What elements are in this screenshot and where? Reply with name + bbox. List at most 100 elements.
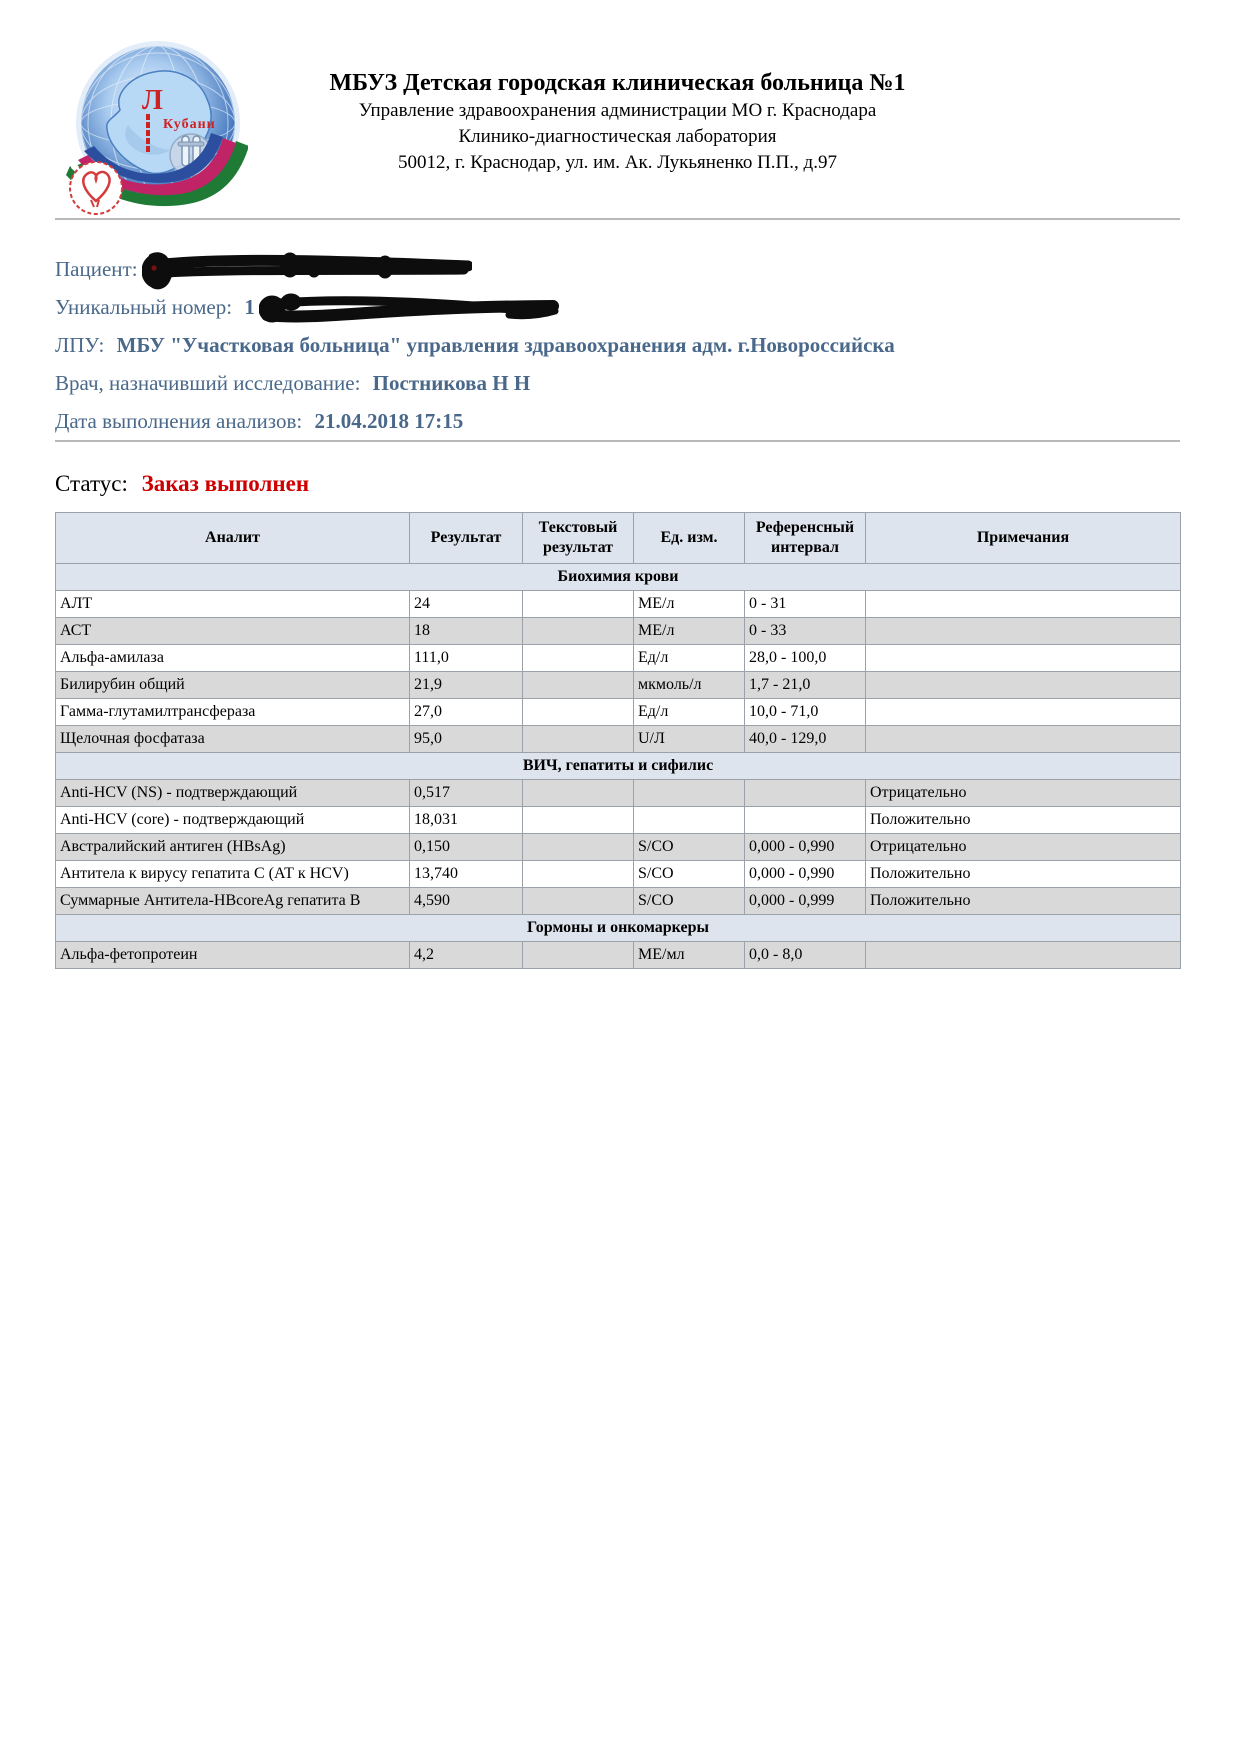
cell-text-result	[522, 725, 634, 753]
unique-number-label: Уникальный номер:	[55, 295, 233, 319]
cell-text-result	[522, 671, 634, 699]
results-table-head: Аналит Результат Текстовый результат Ед.…	[55, 512, 1181, 564]
result-row: Антитела к вирусу гепатита С (АТ к HCV) 1…	[55, 860, 1181, 888]
cell-note: Положительно	[865, 887, 1181, 915]
org-line-2: Управление здравоохранения администрации…	[358, 100, 877, 121]
cell-reference: 0,000 - 0,990	[744, 833, 866, 861]
org-block: МБУЗ Детская городская клиническая больн…	[55, 0, 1180, 176]
result-row: Австралийский антиген (HBsAg) 0,150 S/CO 0,…	[55, 833, 1181, 861]
hospital-logo: Л Кубани	[58, 30, 249, 220]
section-header-row: Гормоны и онкомаркеры	[55, 914, 1181, 942]
cell-text-result	[522, 617, 634, 645]
cell-reference	[744, 779, 866, 807]
section-title: Гормоны и онкомаркеры	[55, 914, 1181, 942]
cell-analyte: Антитела к вирусу гепатита С (АТ к HCV)	[55, 860, 410, 888]
result-row: Щелочная фосфатаза 95,0 U/Л 40,0 - 129,0	[55, 725, 1181, 753]
cell-unit: мкмоль/л	[633, 671, 745, 699]
cell-unit: S/CO	[633, 860, 745, 888]
cell-unit: S/CO	[633, 887, 745, 915]
cell-unit: Ед/л	[633, 644, 745, 672]
cell-unit: МЕ/л	[633, 590, 745, 618]
status-label: Статус:	[55, 471, 128, 496]
column-header-notes: Примечания	[865, 512, 1181, 564]
result-row: АСТ 18 МЕ/л 0 - 33	[55, 617, 1181, 645]
lpu-value: МБУ "Участковая больница" управления здр…	[116, 333, 895, 357]
section-title: Биохимия крови	[55, 563, 1181, 591]
logo-icon: Л Кубани	[66, 41, 249, 215]
cell-note	[865, 671, 1181, 699]
cell-unit	[633, 779, 745, 807]
cell-reference: 1,7 - 21,0	[744, 671, 866, 699]
cell-note: Положительно	[865, 806, 1181, 834]
cell-note: Отрицательно	[865, 779, 1181, 807]
cell-note	[865, 617, 1181, 645]
cell-reference: 0 - 33	[744, 617, 866, 645]
cell-unit: S/CO	[633, 833, 745, 861]
cell-note: Отрицательно	[865, 833, 1181, 861]
cell-analyte: Суммарные Антитела-HBcoreAg гепатита В	[55, 887, 410, 915]
cell-reference: 0 - 31	[744, 590, 866, 618]
cell-reference: 0,0 - 8,0	[744, 941, 866, 969]
cell-result: 111,0	[409, 644, 523, 672]
redaction-scribble-name	[141, 252, 474, 290]
cell-reference: 0,000 - 0,990	[744, 860, 866, 888]
cell-analyte: Anti-HCV (core) - подтверждающий	[55, 806, 410, 834]
cell-text-result	[522, 833, 634, 861]
cell-analyte: Австралийский антиген (HBsAg)	[55, 833, 410, 861]
cell-result: 18,031	[409, 806, 523, 834]
cell-result: 95,0	[409, 725, 523, 753]
cell-reference	[744, 806, 866, 834]
cell-result: 27,0	[409, 698, 523, 726]
map-shading	[125, 125, 170, 155]
cell-note	[865, 941, 1181, 969]
result-row: Альфа-амилаза 111,0 Ед/л 28,0 - 100,0	[55, 644, 1181, 672]
cell-analyte: Билирубин общий	[55, 671, 410, 699]
cell-result: 4,590	[409, 887, 523, 915]
cell-text-result	[522, 779, 634, 807]
doctor-line: Врач, назначивший исследование: Постнико…	[55, 364, 1180, 402]
cell-note	[865, 590, 1181, 618]
cell-unit: U/Л	[633, 725, 745, 753]
cell-analyte: Альфа-фетопротеин	[55, 941, 410, 969]
cell-result: 0,150	[409, 833, 523, 861]
status-value: Заказ выполнен	[141, 471, 310, 496]
cell-text-result	[522, 887, 634, 915]
patient-info: Пациент: Уникальный номер: 1	[55, 250, 1180, 440]
result-row: АЛТ 24 МЕ/л 0 - 31	[55, 590, 1181, 618]
divider-top	[55, 218, 1180, 220]
cell-text-result	[522, 590, 634, 618]
cell-note: Положительно	[865, 860, 1181, 888]
cell-unit: МЕ/л	[633, 617, 745, 645]
column-header-unit: Ед. изм.	[633, 512, 745, 564]
cell-note	[865, 725, 1181, 753]
patient-label: Пациент:	[55, 257, 138, 281]
column-header-row: Аналит Результат Текстовый результат Ед.…	[55, 512, 1181, 564]
column-header-text-result: Текстовый результат	[522, 512, 634, 564]
column-header-analyte: Аналит	[55, 512, 410, 564]
cell-unit: МЕ/мл	[633, 941, 745, 969]
section-header-row: Биохимия крови	[55, 563, 1181, 591]
cell-reference: 28,0 - 100,0	[744, 644, 866, 672]
cell-result: 24	[409, 590, 523, 618]
cell-text-result	[522, 860, 634, 888]
result-row: Anti-HCV (core) - подтверждающий 18,031 По…	[55, 806, 1181, 834]
result-row: Альфа-фетопротеин 4,2 МЕ/мл 0,0 - 8,0	[55, 941, 1181, 969]
cell-text-result	[522, 698, 634, 726]
redaction-scribble-number	[258, 293, 559, 323]
column-header-result: Результат	[409, 512, 523, 564]
logo-letter: Л	[142, 85, 163, 116]
org-line-3: Клинико-диагностическая лаборатория	[458, 126, 777, 147]
logo-vertical-strip	[146, 114, 150, 152]
cell-analyte: Щелочная фосфатаза	[55, 725, 410, 753]
unique-number-visible: 1	[244, 295, 255, 319]
logo-kuban-text: Кубани	[163, 117, 216, 132]
cell-result: 18	[409, 617, 523, 645]
cell-reference: 0,000 - 0,999	[744, 887, 866, 915]
org-name: МБУЗ Детская городская клиническая больн…	[329, 70, 906, 96]
cell-note	[865, 698, 1181, 726]
cell-text-result	[522, 644, 634, 672]
cell-reference: 40,0 - 129,0	[744, 725, 866, 753]
doctor-value: Постникова Н Н	[372, 371, 531, 395]
cell-analyte: Гамма-глутамилтрансфераза	[55, 698, 410, 726]
